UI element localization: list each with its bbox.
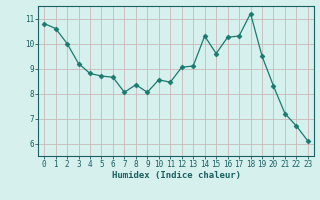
- X-axis label: Humidex (Indice chaleur): Humidex (Indice chaleur): [111, 171, 241, 180]
